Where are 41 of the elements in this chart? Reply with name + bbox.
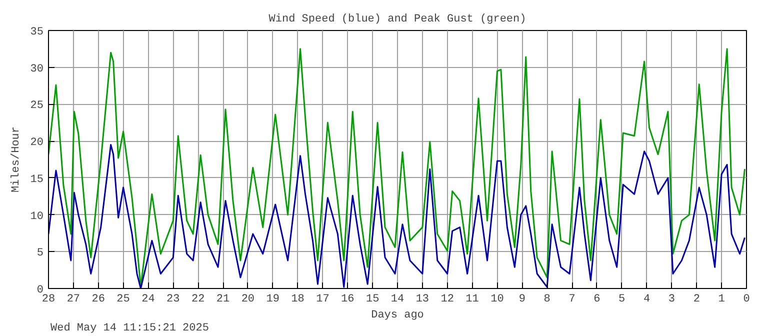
- y-tick-label: 5: [36, 248, 44, 260]
- x-tick-label: 23: [166, 294, 180, 306]
- x-tick-label: 27: [66, 294, 80, 306]
- x-tick-label: 6: [594, 294, 600, 306]
- y-axis-title: Miles/Hour: [10, 126, 22, 193]
- x-tick-label: 18: [291, 294, 304, 306]
- x-tick-label: 16: [341, 294, 354, 306]
- x-tick-label: 7: [568, 294, 576, 306]
- x-tick-label: 19: [266, 294, 280, 306]
- x-tick-label: 12: [440, 294, 454, 306]
- y-tick-label: 20: [30, 137, 44, 150]
- x-tick-label: 15: [366, 294, 380, 306]
- x-tick-label: 5: [618, 294, 626, 306]
- x-tick-label: 14: [390, 294, 404, 306]
- x-tick-label: 10: [490, 294, 504, 306]
- x-tick-label: 2: [693, 294, 700, 306]
- x-tick-label: 11: [466, 294, 480, 306]
- x-tick-label: 21: [216, 294, 230, 306]
- x-tick-label: 3: [668, 294, 676, 306]
- x-tick-label: 24: [142, 294, 156, 306]
- y-tick-label: 25: [30, 100, 44, 112]
- x-tick-label: 25: [116, 294, 130, 306]
- text: Wed May 14 11:15:21 2025: [50, 322, 209, 334]
- y-tick-label: 15: [30, 174, 44, 186]
- x-tick-label: 26: [92, 294, 105, 306]
- y-tick-label: 30: [30, 63, 44, 76]
- x-tick-label: 17: [316, 294, 330, 306]
- x-tick-label: 20: [241, 294, 255, 306]
- x-tick-label: 0: [743, 294, 750, 306]
- x-axis-title: Days ago: [371, 310, 424, 322]
- x-tick-label: 22: [191, 294, 205, 306]
- chart-title: Wind Speed (blue) and Peak Gust (green): [268, 14, 526, 26]
- y-tick-label: 0: [36, 284, 44, 296]
- y-tick-label: 35: [30, 26, 44, 38]
- x-tick-label: 9: [518, 294, 526, 306]
- y-tick-label: 10: [30, 210, 44, 223]
- x-tick-label: 4: [643, 294, 650, 306]
- x-tick-label: 1: [718, 294, 726, 306]
- x-tick-label: 28: [42, 294, 56, 306]
- x-tick-label: 13: [416, 294, 430, 306]
- x-tick-label: 8: [544, 294, 550, 306]
